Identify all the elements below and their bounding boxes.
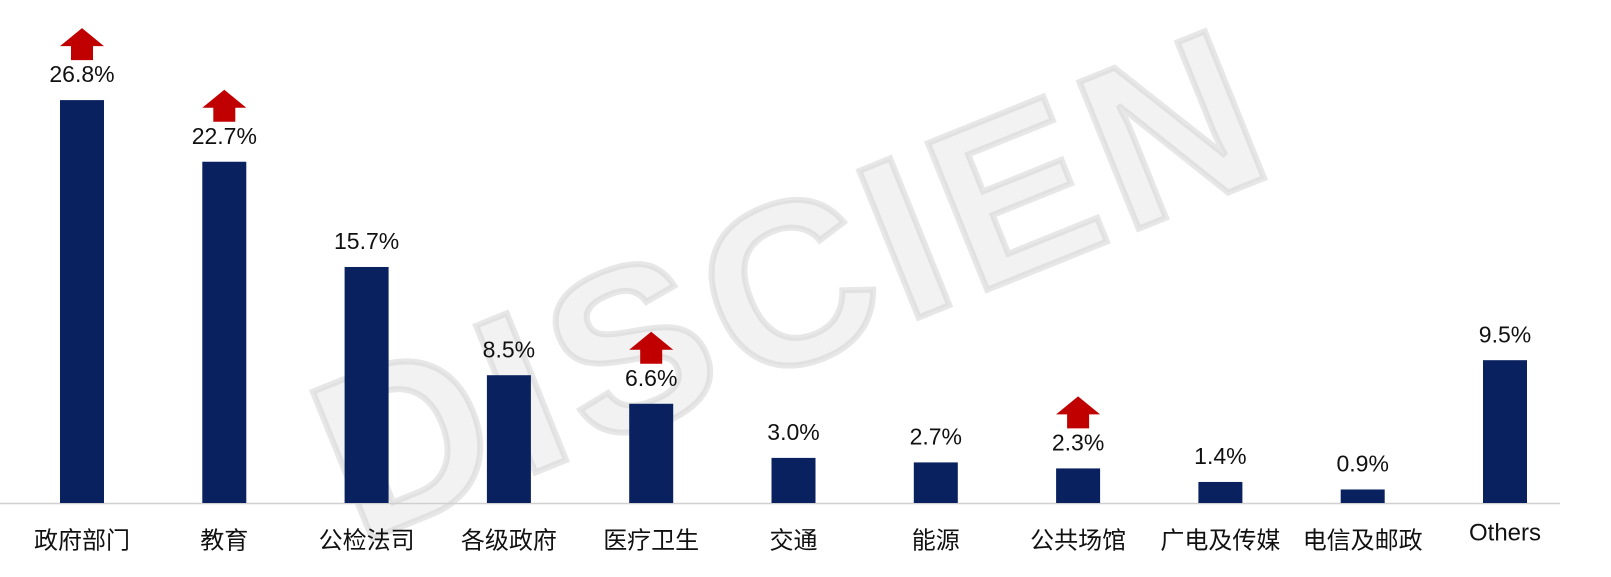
value-label: 22.7% [192,123,257,149]
value-label: 3.0% [767,419,819,445]
x-tick-label: 能源 [912,527,960,554]
x-tick-label: 医疗卫生 [603,527,699,554]
bar [629,403,674,503]
bar [486,375,531,503]
value-label: 15.7% [334,228,399,254]
bar [913,462,958,503]
x-tick-label: 公检法司 [319,527,415,554]
x-tick-label: 公共场馆 [1030,527,1126,554]
bar [202,161,247,503]
value-label: 9.5% [1479,321,1531,347]
bar [1056,468,1101,503]
value-label: 26.8% [49,61,114,87]
x-tick-label: Others [1469,519,1541,546]
x-tick-label: 电信及邮政 [1303,527,1423,554]
x-tick-label: 教育 [200,527,248,554]
bar [771,457,816,503]
value-label: 6.6% [625,365,677,391]
up-arrow [629,331,674,364]
bar [1198,481,1243,503]
value-label: 1.4% [1194,443,1246,469]
bar [1340,489,1385,503]
value-label: 0.9% [1336,451,1388,477]
bar [344,266,389,503]
up-arrow [60,28,104,61]
x-tick-label: 广电及传媒 [1160,527,1280,554]
value-label: 8.5% [483,336,535,362]
x-tick-label: 交通 [770,527,818,554]
up-arrow [202,89,247,122]
x-tick-label: 政府部门 [34,527,130,554]
value-label: 2.7% [910,423,962,449]
value-label: 2.3% [1052,430,1104,456]
bar [1483,360,1527,503]
bar [60,100,104,504]
x-tick-label: 各级政府 [461,527,557,554]
up-arrow [1056,396,1101,429]
